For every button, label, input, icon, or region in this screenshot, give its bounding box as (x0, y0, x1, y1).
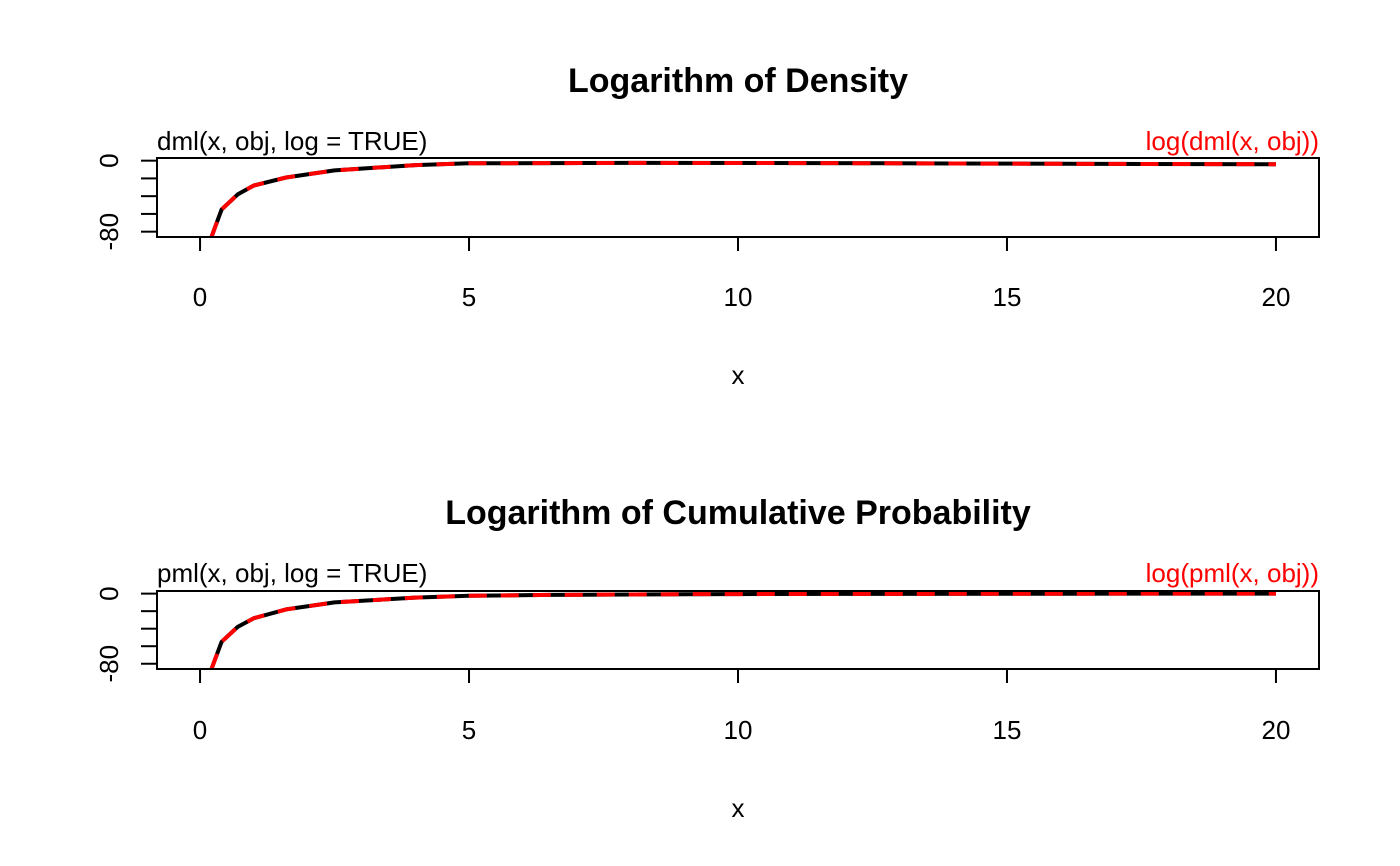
x-tick-label: 20 (1262, 282, 1291, 312)
y-tick-label: -80 (94, 213, 124, 251)
y-tick-label: 0 (94, 586, 124, 600)
x-tick-label: 10 (724, 282, 753, 312)
x-tick-label: 20 (1262, 715, 1291, 745)
series-line (209, 160, 1277, 237)
density-panel: Logarithm of Density dml(x, obj, log = T… (94, 62, 1320, 390)
x-tick-label: 0 (193, 282, 207, 312)
series-line (209, 160, 1277, 237)
series-line (209, 591, 1277, 669)
x-tick-label: 10 (724, 715, 753, 745)
y-tick-label: 0 (94, 153, 124, 167)
series-line (209, 591, 1277, 669)
x-tick-label: 5 (462, 282, 476, 312)
x-tick-label: 15 (993, 715, 1022, 745)
x-axis-label: x (732, 793, 745, 823)
chart-title: Logarithm of Density (568, 62, 908, 100)
legend-right-label: log(pml(x, obj)) (1146, 558, 1319, 588)
legend-left-label: pml(x, obj, log = TRUE) (157, 558, 427, 588)
y-tick-label: -80 (94, 645, 124, 683)
x-tick-label: 5 (462, 715, 476, 745)
x-tick-label: 0 (193, 715, 207, 745)
legend-left-label: dml(x, obj, log = TRUE) (157, 126, 427, 156)
legend-right-label: log(dml(x, obj)) (1146, 126, 1319, 156)
cumulative-panel: Logarithm of Cumulative Probability pml(… (94, 494, 1320, 823)
x-tick-label: 15 (993, 282, 1022, 312)
x-axis-label: x (732, 360, 745, 390)
chart-title: Logarithm of Cumulative Probability (445, 494, 1031, 532)
